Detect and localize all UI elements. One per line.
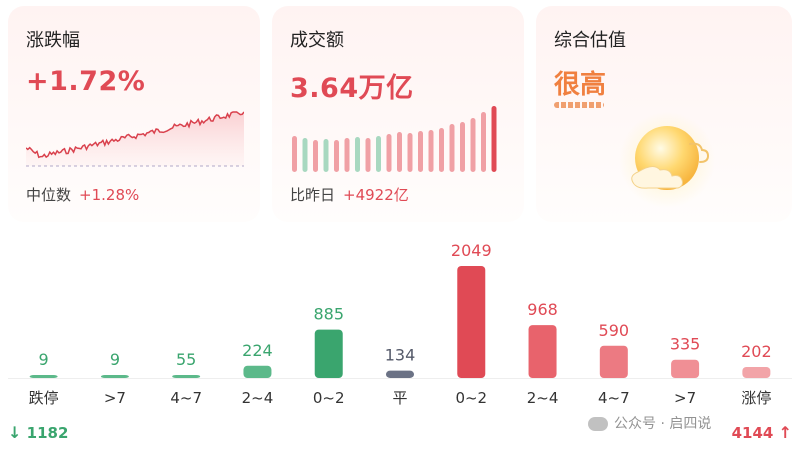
bar-value-label: 9 (110, 350, 120, 369)
bar-value-label: 224 (242, 341, 273, 360)
mini-bar (491, 106, 497, 172)
bar-value-label: 885 (313, 305, 344, 324)
mini-bar (386, 134, 392, 172)
vs-yesterday-value: +4922亿 (343, 186, 409, 204)
mini-bar (481, 112, 486, 172)
advancers-count: 4144 ↑ (732, 423, 792, 442)
bar-category-label: 4~7 (598, 389, 630, 407)
wechat-icon (588, 417, 608, 431)
distribution-bar (29, 375, 58, 378)
median-row: 中位数 +1.28% (26, 184, 139, 205)
decliners-count: ↓ 1182 (8, 423, 68, 442)
mini-bar (292, 136, 297, 172)
vs-yesterday-row: 比昨日 +4922亿 (290, 184, 409, 205)
turnover-mini-bars (292, 106, 497, 172)
bar-category-label: 涨停 (741, 389, 771, 407)
mini-bar (365, 138, 371, 172)
sun-icon (619, 112, 715, 208)
turnover-card[interactable]: 成交额 3.64万亿 比昨日 +4922亿 (272, 6, 524, 222)
bar-value-label: 202 (741, 342, 772, 361)
mini-bar (407, 133, 413, 172)
distribution-bar (386, 370, 414, 378)
bar-category-label: >7 (104, 389, 126, 407)
bar-value-label: 335 (670, 335, 701, 354)
up-arrow-icon: ↑ (778, 423, 792, 442)
turnover-card-title: 成交额 (290, 30, 344, 51)
change-sparkline (26, 111, 244, 167)
turnover-card-value: 3.64万亿 (290, 73, 414, 104)
bar-category-label: 2~4 (527, 389, 559, 407)
distribution-bar (100, 375, 129, 378)
valuation-card[interactable]: 综合估值 很高 (536, 6, 792, 222)
change-card-value: +1.72% (26, 66, 146, 97)
bar-value-label: 590 (599, 321, 630, 340)
bar-category-label: 0~2 (455, 389, 487, 407)
advancers-value: 4144 (731, 424, 774, 442)
mini-bar (334, 140, 339, 172)
distribution-bar (599, 345, 628, 378)
bar-category-label: >7 (674, 389, 696, 407)
bar-value-label: 55 (176, 350, 196, 369)
distribution-bar (671, 359, 700, 378)
mini-bar (344, 138, 350, 172)
bar-category-label: 平 (392, 389, 407, 407)
bar-category-label: 4~7 (170, 389, 202, 407)
bar-category-label: 0~2 (313, 389, 345, 407)
mini-bar (418, 131, 423, 172)
bar-value-label: 9 (39, 350, 49, 369)
down-arrow-icon: ↓ (8, 423, 22, 442)
watermark: 公众号 · 启四说 (588, 413, 711, 433)
decliners-value: 1182 (26, 424, 69, 442)
mini-bar (460, 122, 465, 172)
mini-bar (397, 132, 402, 172)
mini-bar (302, 138, 308, 172)
watermark-text: 公众号 · 启四说 (614, 416, 712, 432)
valuation-indicator (554, 102, 604, 108)
vs-yesterday-label: 比昨日 (290, 186, 336, 204)
median-value: +1.28% (79, 186, 140, 204)
change-card[interactable]: 涨跌幅 +1.72% 中位数 +1.28% (8, 6, 260, 222)
bar-value-label: 134 (385, 346, 416, 365)
mini-bar (428, 130, 434, 172)
distribution-bar (243, 365, 272, 378)
distribution-bar (314, 329, 343, 378)
mini-bar (355, 137, 360, 172)
bar-value-label: 968 (527, 300, 558, 319)
mini-bar (313, 140, 318, 172)
valuation-card-title: 综合估值 (554, 30, 626, 51)
bar-category-label: 跌停 (29, 389, 59, 407)
mini-bar (439, 128, 444, 172)
distribution-bar (528, 325, 557, 378)
bar-category-label: 2~4 (242, 389, 274, 407)
distribution-bar (457, 266, 486, 378)
median-label: 中位数 (26, 186, 72, 204)
distribution-bar (742, 366, 771, 378)
distribution-bar (172, 374, 201, 378)
change-distribution-chart: 9 跌停 9 >7 55 4~7 224 2~4 885 0~2 134 平 2049 0~2 968 2~4… (8, 241, 792, 407)
mini-bar (470, 118, 476, 172)
change-card-title: 涨跌幅 (26, 30, 80, 51)
mini-bar (323, 139, 329, 172)
mini-bar (376, 136, 381, 172)
mini-bar (449, 124, 455, 172)
bar-value-label: 2049 (451, 241, 492, 260)
valuation-level: 很高 (554, 70, 607, 100)
